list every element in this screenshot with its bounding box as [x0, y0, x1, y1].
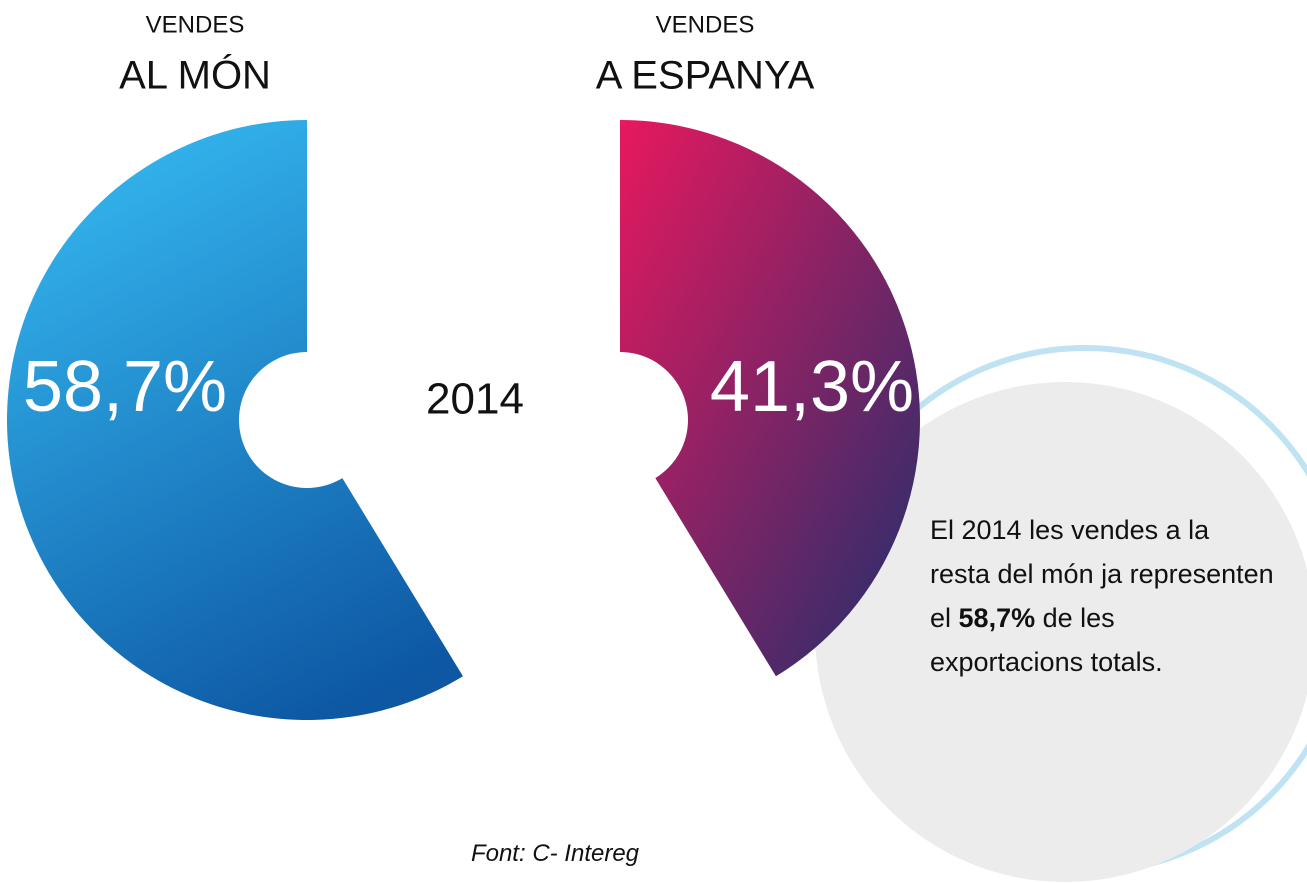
callout-bold: 58,7%: [958, 603, 1036, 633]
callout-text: El 2014 les vendes a la resta del món ja…: [930, 508, 1275, 684]
callout-after: de les exportacions totals.: [930, 603, 1163, 677]
callout-circle: [815, 382, 1307, 882]
category-prefix: VENDES: [146, 11, 245, 38]
source: Font: C- Intereg: [470, 840, 640, 867]
donut-segment: [620, 120, 920, 677]
value-label: 41,3%: [710, 347, 914, 427]
category-label: AL MÓN: [119, 53, 271, 98]
value-label: 58,7%: [23, 347, 227, 427]
donut-segment: [7, 120, 463, 720]
center-label: 2014: [426, 375, 524, 424]
category-prefix: VENDES: [656, 11, 755, 38]
category-label: A ESPANYA: [596, 54, 815, 98]
callout-before: El 2014 les vendes a la resta del món ja…: [930, 515, 1274, 633]
